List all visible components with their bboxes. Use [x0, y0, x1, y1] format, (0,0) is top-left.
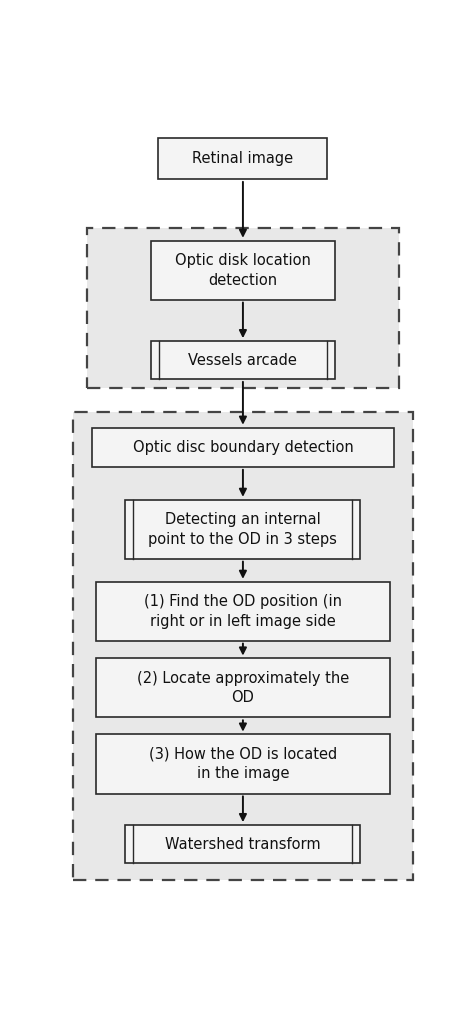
Bar	[125, 825, 361, 863]
Bar	[92, 427, 393, 467]
Text: (2) Locate approximately the
OD: (2) Locate approximately the OD	[137, 670, 349, 705]
Bar	[73, 413, 413, 880]
Text: (3) How the OD is located
in the image: (3) How the OD is located in the image	[149, 747, 337, 782]
Text: Optic disc boundary detection: Optic disc boundary detection	[133, 439, 353, 455]
Bar	[87, 228, 399, 388]
Bar	[151, 240, 335, 299]
Bar	[96, 658, 390, 717]
Bar	[96, 735, 390, 793]
Bar	[96, 582, 390, 641]
Text: Retinal image: Retinal image	[192, 151, 293, 167]
Text: Detecting an internal
point to the OD in 3 steps: Detecting an internal point to the OD in…	[148, 512, 337, 547]
Bar	[125, 500, 361, 559]
Bar	[158, 138, 328, 179]
Text: (1) Find the OD position (in
right or in left image side: (1) Find the OD position (in right or in…	[144, 594, 342, 629]
Bar	[151, 341, 335, 379]
Text: Optic disk location
detection: Optic disk location detection	[175, 252, 311, 287]
Text: Vessels arcade: Vessels arcade	[189, 353, 297, 368]
Text: Watershed transform: Watershed transform	[165, 836, 321, 851]
